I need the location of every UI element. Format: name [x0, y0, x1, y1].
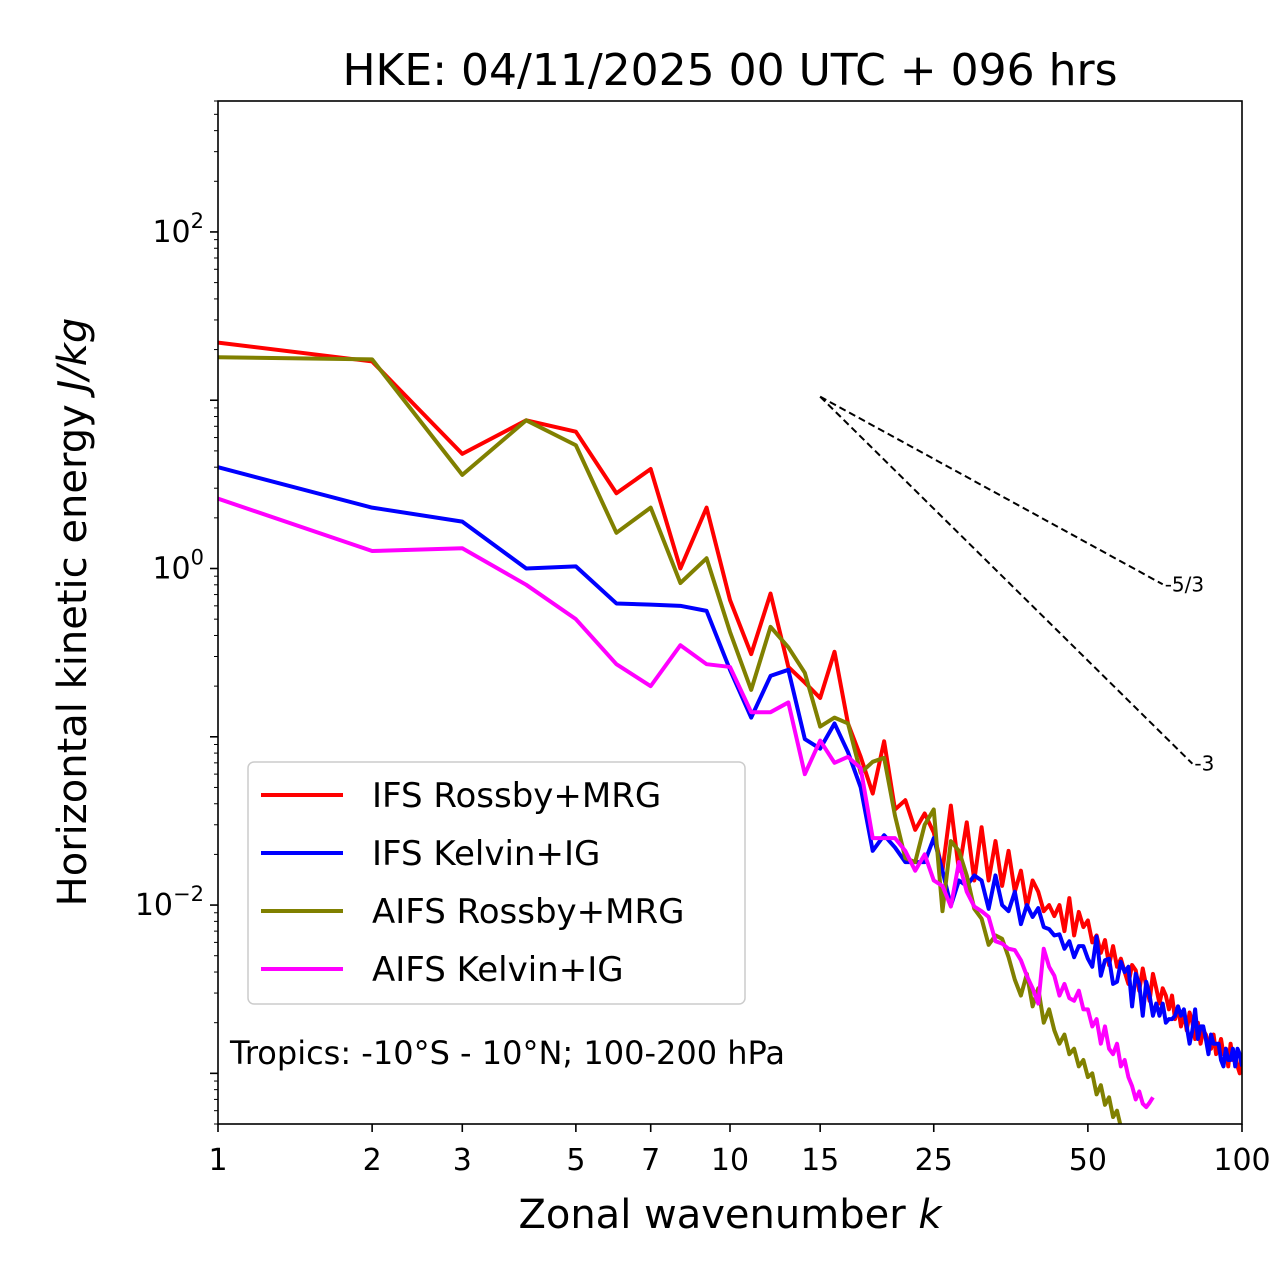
x-axis-label-var: k	[918, 1192, 943, 1238]
y-tick-label-exponent: 2	[191, 209, 204, 233]
series-line	[218, 355, 1123, 1124]
legend-label: AIFS Rossby+MRG	[372, 892, 684, 932]
chart-title: HKE: 04/11/2025 00 UTC + 096 hrs	[342, 45, 1117, 96]
legend-label: AIFS Kelvin+IG	[372, 950, 624, 990]
reference-slope-label: -3	[1194, 752, 1214, 776]
y-tick-label: 100	[152, 546, 204, 587]
y-tick-label-exponent: 0	[191, 546, 204, 570]
region-annotation: Tropics: -10°S - 10°N; 100-200 hPa	[229, 1034, 785, 1072]
reference-slope-label: -5/3	[1165, 572, 1204, 596]
series-line	[218, 496, 1155, 1110]
series-line	[218, 340, 1242, 1076]
x-tick-label: 100	[1213, 1143, 1270, 1178]
x-axis-label: Zonal wavenumber k	[518, 1192, 943, 1238]
x-tick-label: 7	[641, 1143, 660, 1178]
y-axis-label: Horizontal kinetic energy J/kg	[50, 318, 96, 907]
reference-slope-line	[819, 395, 1194, 765]
x-axis-label-text: Zonal wavenumber	[518, 1192, 906, 1238]
y-tick-label-exponent: −2	[173, 882, 204, 906]
x-tick-label: 25	[915, 1143, 953, 1178]
legend: IFS Rossby+MRG IFS Kelvin+IG AIFS Rossby+M…	[247, 761, 746, 1005]
y-tick-label: 10−2	[135, 882, 204, 923]
x-tick-label: 5	[566, 1143, 585, 1178]
y-tick-label-base: 10	[152, 215, 190, 250]
legend-label: IFS Rossby+MRG	[372, 776, 661, 816]
x-tick-label: 3	[453, 1143, 472, 1178]
series-line	[218, 465, 1242, 1069]
x-tick-label: 10	[711, 1143, 749, 1178]
y-axis-label-unit: J/kg	[50, 318, 96, 399]
reference-slope-line	[819, 395, 1164, 586]
y-tick-label-base: 10	[152, 552, 190, 587]
x-tick-label: 1	[208, 1143, 227, 1178]
legend-label: IFS Kelvin+IG	[372, 834, 600, 874]
x-tick-label: 2	[363, 1143, 382, 1178]
y-tick-label-base: 10	[135, 888, 173, 923]
x-tick-label: 15	[801, 1143, 839, 1178]
x-tick-label: 50	[1069, 1143, 1107, 1178]
y-tick-label: 102	[152, 209, 204, 250]
y-axis-label-text: Horizontal kinetic energy	[50, 404, 96, 906]
legend-box	[247, 761, 746, 1005]
plot-area: -5/3 -3	[218, 340, 1242, 1124]
